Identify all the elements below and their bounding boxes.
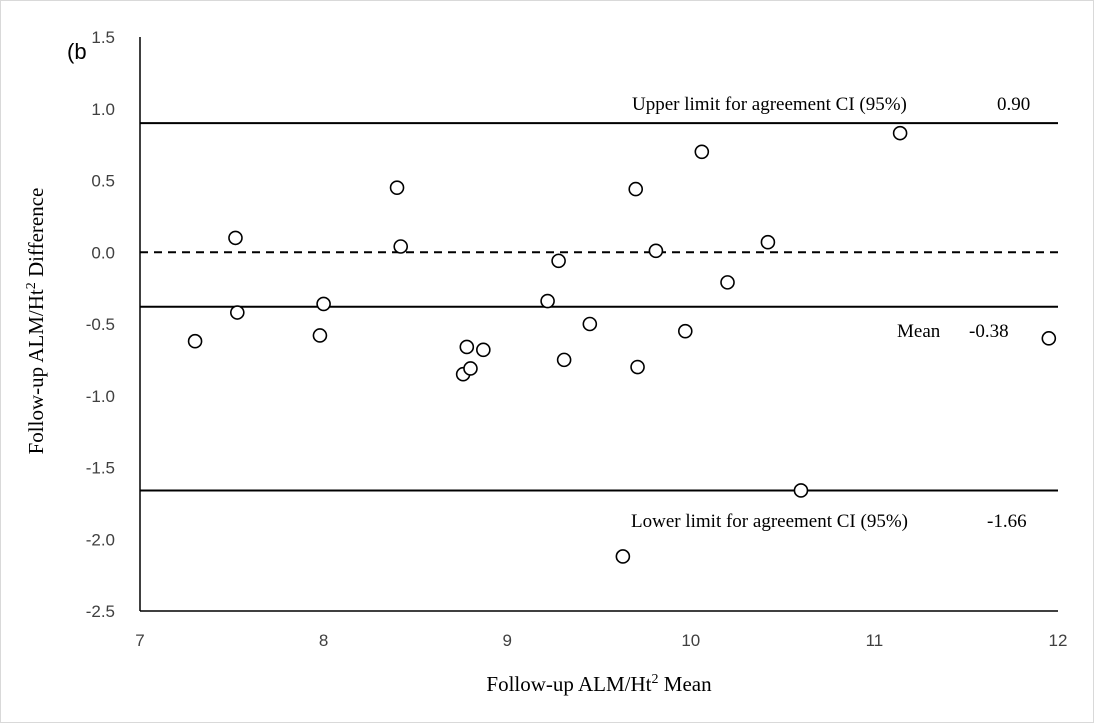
data-point xyxy=(230,305,245,320)
mean-label: Mean xyxy=(897,321,941,342)
y-tick-label: 1.5 xyxy=(91,28,115,47)
data-point xyxy=(892,125,908,141)
lower-limit-label: Lower limit for agreement CI (95%) xyxy=(631,511,908,532)
data-point xyxy=(628,181,644,197)
x-tick-label: 7 xyxy=(135,631,144,650)
data-point xyxy=(476,342,491,358)
data-point xyxy=(694,144,710,160)
data-point xyxy=(760,234,776,250)
data-point xyxy=(316,296,331,312)
data-point xyxy=(228,230,243,246)
data-point xyxy=(720,275,735,290)
lower-limit-value: -1.66 xyxy=(987,511,1027,532)
data-point xyxy=(463,361,478,376)
data-point xyxy=(556,352,572,368)
y-tick-label: -0.5 xyxy=(86,315,115,334)
data-point xyxy=(389,180,405,195)
y-tick-label: 0.0 xyxy=(91,243,115,262)
upper-limit-value: 0.90 xyxy=(997,94,1030,115)
data-point xyxy=(187,333,203,349)
x-tick-label: 10 xyxy=(681,631,700,650)
y-tick-label: 0.5 xyxy=(91,172,115,191)
y-tick-labels: 1.5 1.0 0.5 0.0 -0.5 -1.0 -1.5 -2.0 -2.5 xyxy=(86,28,115,621)
data-point xyxy=(1041,331,1057,346)
y-tick-label: -1.5 xyxy=(86,459,115,478)
data-point xyxy=(630,359,645,375)
reference-lines xyxy=(140,122,1058,492)
y-axis-title: Follow-up ALM/Ht2 Difference xyxy=(24,188,48,455)
y-tick-label: 1.0 xyxy=(91,100,115,119)
data-point xyxy=(648,243,664,259)
x-tick-label: 12 xyxy=(1049,631,1068,650)
x-tick-label: 11 xyxy=(866,631,884,650)
mean-value: -0.38 xyxy=(969,321,1009,342)
data-points xyxy=(187,125,1057,564)
y-tick-label: -2.5 xyxy=(86,602,115,621)
upper-limit-label: Upper limit for agreement CI (95%) xyxy=(632,94,907,115)
data-point xyxy=(312,328,328,343)
x-axis-title: Follow-up ALM/Ht2 Mean xyxy=(486,672,712,696)
data-point xyxy=(459,339,475,355)
y-tick-label: -2.0 xyxy=(86,530,115,549)
data-point xyxy=(677,323,693,339)
x-tick-label: 8 xyxy=(319,631,328,650)
data-point xyxy=(540,293,555,309)
data-point xyxy=(551,253,566,269)
y-tick-label: -1.0 xyxy=(86,387,115,406)
data-point xyxy=(393,239,409,254)
data-point xyxy=(793,483,809,498)
x-tick-label: 9 xyxy=(502,631,511,650)
x-tick-labels: 7 8 9 10 11 12 xyxy=(135,631,1067,650)
data-point xyxy=(615,549,631,564)
panel-label: (b xyxy=(67,39,87,64)
data-point xyxy=(582,316,598,332)
